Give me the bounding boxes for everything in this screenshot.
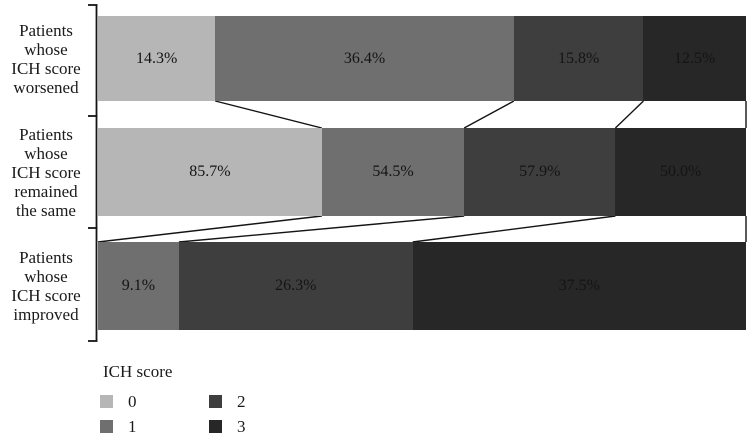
category-label-line: improved — [13, 305, 79, 324]
category-label-line: Patients — [19, 248, 73, 267]
segment-value-label: 54.5% — [372, 163, 414, 180]
connector-line — [215, 100, 323, 129]
segment-value-label: 15.8% — [557, 49, 600, 67]
category-label-line: remained — [14, 182, 78, 201]
legend-item-label: 1 — [128, 416, 137, 436]
legend-swatch-icon — [209, 420, 222, 433]
category-label: Patients whose ICH score improved — [0, 248, 92, 324]
legend-item-label: 2 — [237, 391, 246, 411]
connector-line — [178, 215, 465, 243]
bar-segment-score-0: 14.3% — [98, 16, 216, 101]
legend-item-score-1: 1 — [100, 414, 209, 439]
category-label: Patients whose ICH score worsened — [0, 21, 92, 97]
category-label: Patients whose ICH score remained the same — [0, 125, 92, 220]
bar-segment-score-3: 50.0% — [615, 128, 746, 216]
category-label-line: ICH score — [11, 59, 81, 78]
legend-entries: 0 1 2 3 — [100, 389, 246, 439]
legend-swatch-icon — [100, 395, 113, 408]
bar-segment-score-3: 12.5% — [643, 16, 746, 101]
category-label-line: ICH score — [11, 163, 81, 182]
connector-line — [614, 100, 644, 129]
segment-value-label: 37.5% — [558, 277, 600, 294]
bar-segment-score-2: 57.9% — [464, 128, 616, 216]
category-label-line: whose — [24, 267, 68, 286]
bar-row: 14.3% 36.4% 15.8% 12.5% — [98, 16, 746, 101]
segment-value-label: 57.9% — [519, 163, 561, 180]
segment-value-label: 14.3% — [135, 49, 178, 67]
segment-value-label: 36.4% — [343, 49, 386, 67]
legend-item-label: 0 — [128, 391, 137, 411]
category-label-line: worsened — [13, 78, 79, 97]
category-label-line: ICH score — [11, 286, 81, 305]
legend-item-score-0: 0 — [100, 389, 209, 414]
bar-segment-score-1: 9.1% — [98, 242, 179, 330]
bar-segment-score-2: 26.3% — [178, 242, 413, 330]
segment-value-label: 26.3% — [275, 277, 317, 294]
connector-line — [97, 215, 322, 243]
category-label-line: Patients — [19, 21, 73, 40]
category-label-line: whose — [24, 144, 68, 163]
connector-line — [412, 215, 616, 243]
category-label-line: Patients — [19, 125, 73, 144]
category-label-line: whose — [24, 40, 68, 59]
legend-swatch-icon — [100, 420, 113, 433]
bar-segment-score-0: 85.7% — [98, 128, 322, 216]
bar-segment-score-3: 37.5% — [412, 242, 746, 330]
legend-item-label: 3 — [237, 416, 246, 436]
legend-title: ICH score — [103, 362, 173, 381]
legend-item-score-2: 2 — [209, 389, 246, 414]
category-label-line: the same — [16, 201, 76, 220]
segment-value-label: 12.5% — [674, 49, 716, 67]
segment-value-label: 50.0% — [660, 163, 702, 180]
connector-line — [463, 100, 515, 129]
segment-value-label: 9.1% — [121, 277, 156, 294]
bar-segment-score-2: 15.8% — [513, 16, 644, 101]
bar-row: 85.7% 54.5% 57.9% 50.0% — [98, 128, 746, 216]
legend-swatch-icon — [209, 395, 222, 408]
legend-item-score-3: 3 — [209, 414, 246, 439]
segment-value-label: 85.7% — [189, 163, 231, 180]
bar-segment-score-1: 36.4% — [215, 16, 514, 101]
legend: ICH score 0 1 2 3 — [100, 362, 246, 439]
bar-row: 9.1% 26.3% 37.5% — [98, 242, 746, 330]
bar-segment-score-1: 54.5% — [321, 128, 465, 216]
